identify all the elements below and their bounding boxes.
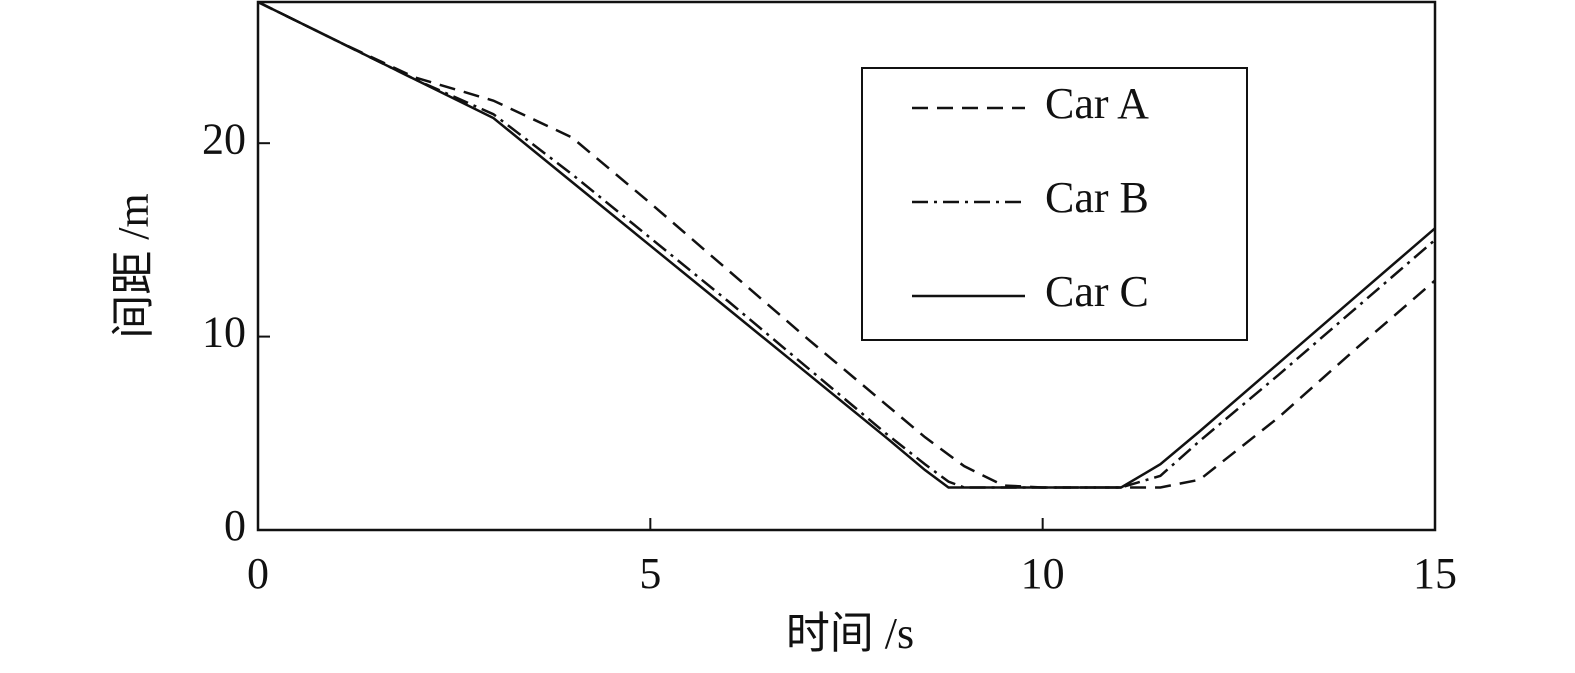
- x-tick-label: 5: [639, 549, 661, 598]
- y-tick-label: 0: [224, 501, 246, 550]
- legend-box: [861, 67, 1248, 341]
- y-tick-label: 20: [202, 114, 246, 163]
- x-tick-label: 15: [1413, 549, 1457, 598]
- x-tick-label: 0: [247, 549, 269, 598]
- legend-label: Car A: [1045, 79, 1149, 128]
- series-line: [257, 0, 1436, 489]
- legend-label: Car C: [1045, 267, 1149, 316]
- y-tick-label: 10: [202, 308, 246, 357]
- legend-label: Car B: [1045, 173, 1149, 222]
- plot-frame: [256, 0, 1437, 532]
- y-axis-label: 间距 /m: [109, 193, 158, 338]
- x-tick-label: 10: [1021, 549, 1065, 598]
- series-line: [257, 0, 1436, 489]
- series-line: [257, 0, 1436, 489]
- x-axis-label: 时间 /s: [786, 609, 914, 658]
